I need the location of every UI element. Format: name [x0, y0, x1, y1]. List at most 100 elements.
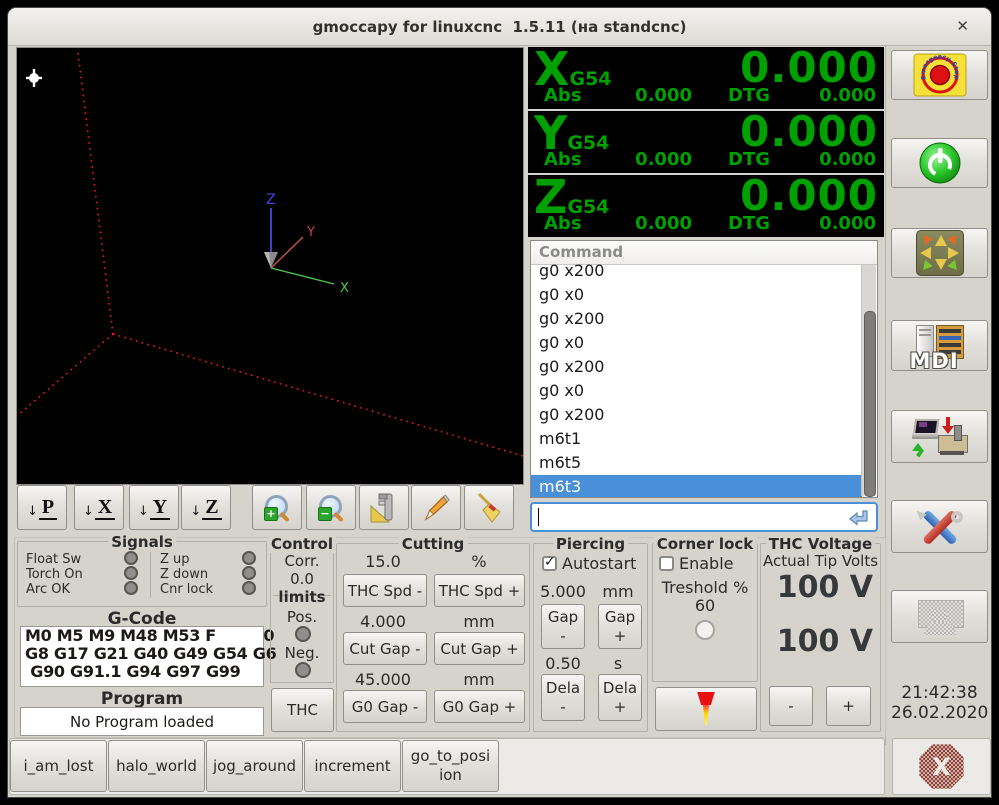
- exit-button[interactable]: X: [919, 744, 964, 789]
- float-sw-led: [124, 551, 138, 565]
- window-body: Z Y X ↓ P ↓ X ↓ Y: [8, 45, 991, 797]
- dimension-arrow-icon: ↓: [82, 504, 94, 519]
- torch-button[interactable]: [655, 687, 757, 731]
- caliper-icon: [370, 493, 393, 522]
- user-button-halo-world[interactable]: halo_world: [108, 740, 205, 792]
- dro-x-dtg-label: DTG: [728, 85, 770, 106]
- pierce-gap-plus-button[interactable]: Gap +: [598, 604, 642, 649]
- user-button-increment[interactable]: increment: [304, 740, 401, 792]
- dro-x-system: G54: [569, 68, 612, 90]
- app-window: gmoccapy for linuxcnc 1.5.11 (на standcn…: [8, 8, 991, 797]
- signal-cnr-lock-label: Cnr lock: [160, 582, 214, 597]
- view-y-letter: Y: [149, 496, 171, 520]
- dro-y-system: G54: [567, 132, 610, 154]
- mdi-entry-field[interactable]: [530, 502, 878, 532]
- command-row-selected[interactable]: m6t3: [531, 475, 862, 497]
- y-axis-label: Y: [306, 225, 315, 240]
- program-title: Program: [97, 689, 187, 709]
- dro-y-abs-value: 0.000: [635, 149, 692, 170]
- voltage-minus-button[interactable]: -: [769, 686, 813, 726]
- thc-speed-minus-button[interactable]: THC Spd -: [343, 574, 427, 607]
- user-button-jog-around[interactable]: jog_around: [206, 740, 303, 792]
- exit-panel: X: [892, 738, 991, 795]
- command-row[interactable]: g0 x200: [539, 261, 605, 280]
- thc-speed-value: 15.0: [365, 552, 401, 571]
- cut-gap-plus-button[interactable]: Cut Gap +: [434, 632, 525, 665]
- command-row[interactable]: g0 x200: [539, 357, 605, 376]
- exit-x-glyph: X: [932, 752, 951, 781]
- cut-gap-minus-button[interactable]: Cut Gap -: [343, 632, 427, 665]
- clear-button[interactable]: [464, 485, 514, 530]
- user-mode-button[interactable]: [891, 590, 988, 643]
- thc-speed-plus-button[interactable]: THC Spd +: [434, 574, 525, 607]
- limit-line-vertical: [77, 52, 114, 335]
- machine-limits-plot: Z Y X: [16, 52, 524, 457]
- user-button-i-am-lost[interactable]: i_am_lost: [10, 740, 107, 792]
- load-program-button[interactable]: [891, 410, 988, 463]
- pierce-delay-plus-button[interactable]: Dela +: [598, 674, 642, 721]
- enter-icon[interactable]: [848, 509, 870, 526]
- command-row[interactable]: g0 x200: [539, 405, 605, 424]
- pierce-delay-minus-button[interactable]: Dela -: [541, 674, 585, 721]
- pane-divider: [885, 45, 886, 745]
- dro-axis-y: Y G54 0.000 Abs 0.000 DTG 0.000: [528, 106, 884, 173]
- settings-button[interactable]: [891, 500, 988, 553]
- command-scrollbar-thumb[interactable]: [864, 311, 876, 497]
- autostart-label: Autostart: [562, 554, 637, 573]
- corner-enable-checkbox[interactable]: [659, 556, 674, 571]
- gcode-frame: G-Code M0 M5 M9 M48 M53 F 0 G8 G17 G21 G…: [17, 609, 277, 687]
- zoom-in-button[interactable]: +: [252, 485, 302, 530]
- measure-button[interactable]: [359, 485, 409, 530]
- machine-on-button[interactable]: [891, 138, 988, 188]
- signal-float-sw-label: Float Sw: [26, 552, 82, 567]
- view-z-button[interactable]: ↓ Z: [181, 485, 231, 530]
- z-down-led: [242, 566, 256, 580]
- signal-arc-ok-label: Arc OK: [26, 582, 70, 597]
- view-x-letter: X: [94, 496, 116, 520]
- autostart-checkbox[interactable]: [542, 554, 557, 571]
- g0-gap-plus-button[interactable]: G0 Gap +: [434, 690, 525, 723]
- command-row[interactable]: g0 x0: [539, 285, 585, 304]
- command-row[interactable]: m6t1: [539, 429, 582, 448]
- command-row[interactable]: g0 x200: [539, 309, 605, 328]
- dro-z-value: 0.000: [740, 171, 878, 220]
- mdi-mode-button[interactable]: MDI: [891, 320, 988, 373]
- threshold-label: Treshold %: [661, 578, 749, 597]
- pierce-gap-minus-button[interactable]: Gap -: [541, 604, 585, 649]
- command-scrollbar[interactable]: [861, 265, 876, 497]
- command-row[interactable]: g0 x0: [539, 381, 585, 400]
- z-up-led: [242, 551, 256, 565]
- command-row[interactable]: g0 x0: [539, 333, 585, 352]
- zoom-out-button[interactable]: −: [306, 485, 356, 530]
- signal-z-down-label: Z down: [160, 567, 209, 582]
- user-button-go-to-position[interactable]: go_to_posi ion: [402, 740, 499, 792]
- g0-gap-minus-button[interactable]: G0 Gap -: [343, 690, 427, 723]
- view-p-button[interactable]: ↓ P: [17, 485, 67, 530]
- limit-line-left: [16, 333, 114, 417]
- gremlin-preview[interactable]: Z Y X: [16, 47, 524, 485]
- command-row[interactable]: m6t5: [539, 453, 582, 472]
- view-y-button[interactable]: ↓ Y: [129, 485, 179, 530]
- pencil-icon: [424, 494, 450, 521]
- origin-marker-icon: [26, 69, 42, 87]
- edit-button[interactable]: [411, 485, 461, 530]
- program-status-box: No Program loaded: [20, 707, 264, 736]
- jog-arrows-icon: [915, 230, 964, 276]
- mdi-history-list[interactable]: Command g0 x200 g0 x0 g0 x200 g0 x0 g0 x…: [530, 240, 878, 498]
- close-button[interactable]: ✕: [956, 17, 969, 35]
- tip-volts-value-top: 100 V: [776, 570, 873, 605]
- jog-button[interactable]: [891, 228, 988, 278]
- estop-button[interactable]: Emergency-Stop: [891, 50, 988, 100]
- voltage-plus-button[interactable]: +: [826, 686, 871, 726]
- dro-y-dtg-value: 0.000: [819, 149, 876, 170]
- dro-z-letter: Z: [534, 170, 568, 224]
- dro-y-letter: Y: [534, 106, 568, 160]
- power-icon: [919, 142, 960, 184]
- view-x-button[interactable]: ↓ X: [74, 485, 124, 530]
- mdi-label: MDI: [909, 348, 959, 373]
- command-column-header[interactable]: Command: [531, 241, 877, 265]
- arc-ok-led: [124, 581, 138, 595]
- piercing-frame: Piercing Autostart 5.000 mm Gap - Gap + …: [533, 535, 648, 732]
- thc-button[interactable]: THC: [271, 688, 334, 732]
